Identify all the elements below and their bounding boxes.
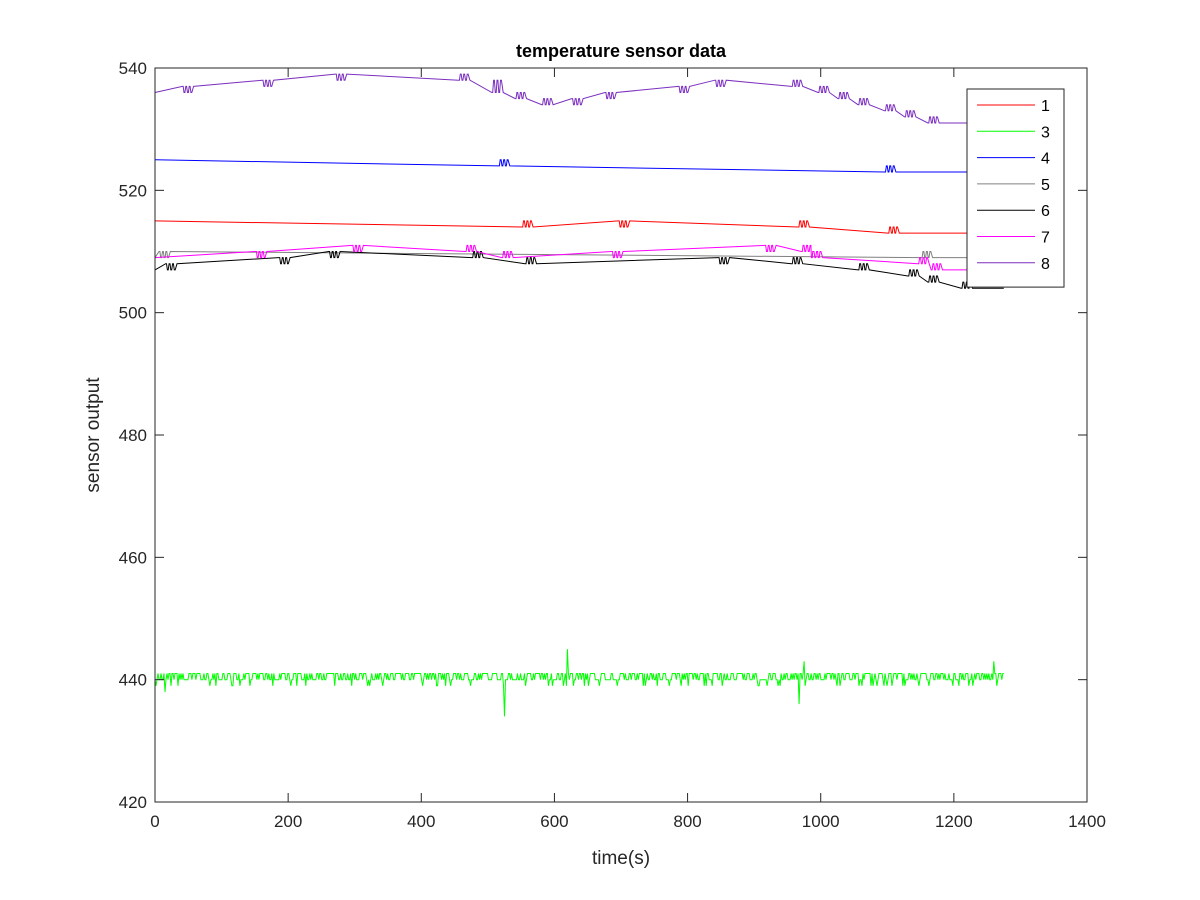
legend-label-8: 8: [1041, 256, 1050, 273]
x-tick-label: 800: [673, 812, 701, 831]
y-tick-label: 520: [119, 181, 147, 200]
chart-title: temperature sensor data: [516, 41, 727, 61]
plot-background: [155, 68, 1087, 802]
legend-box: [966, 88, 1065, 288]
ticks-group: 0 200 400 600 800 1000 1200 1400 420 440 460 480 500…: [119, 59, 1106, 831]
x-tick-label: 1200: [935, 812, 973, 831]
series-line-8: [154, 73, 1004, 124]
x-tick-label: 400: [407, 812, 435, 831]
series-line-6: [154, 250, 1004, 289]
y-tick-label: 480: [119, 426, 147, 445]
series-group: [154, 73, 1004, 717]
x-tick-label: 0: [150, 812, 159, 831]
y-tick-label: 500: [119, 304, 147, 323]
legend-label-1: 1: [1041, 98, 1050, 115]
legend-label-4: 4: [1041, 151, 1050, 168]
x-axis-label: time(s): [592, 848, 650, 869]
legend-label-7: 7: [1041, 230, 1050, 247]
x-tick-label: 1400: [1068, 812, 1106, 831]
plot-area: 0 200 400 600 800 1000 1200 1400 420 440 460 480 500…: [119, 59, 1106, 831]
legend-label-5: 5: [1041, 177, 1050, 194]
y-tick-label: 440: [119, 671, 147, 690]
legend-label-3: 3: [1041, 124, 1050, 141]
series-line-5: [154, 250, 1004, 259]
y-axis-label: sensor output: [83, 377, 104, 493]
x-tick-label: 200: [274, 812, 302, 831]
y-tick-label: 540: [119, 59, 147, 78]
x-tick-label: 1000: [802, 812, 840, 831]
y-tick-label: 420: [119, 793, 147, 812]
series-line-7: [154, 244, 1004, 271]
x-tick-label: 600: [540, 812, 568, 831]
y-tick-label: 460: [119, 548, 147, 567]
legend: 1 3 4 5 6 7 8: [966, 88, 1065, 288]
series-line-3: [154, 649, 1004, 717]
series-line-1: [154, 220, 1004, 234]
series-line-4: [154, 159, 1004, 173]
legend-label-6: 6: [1041, 203, 1050, 220]
